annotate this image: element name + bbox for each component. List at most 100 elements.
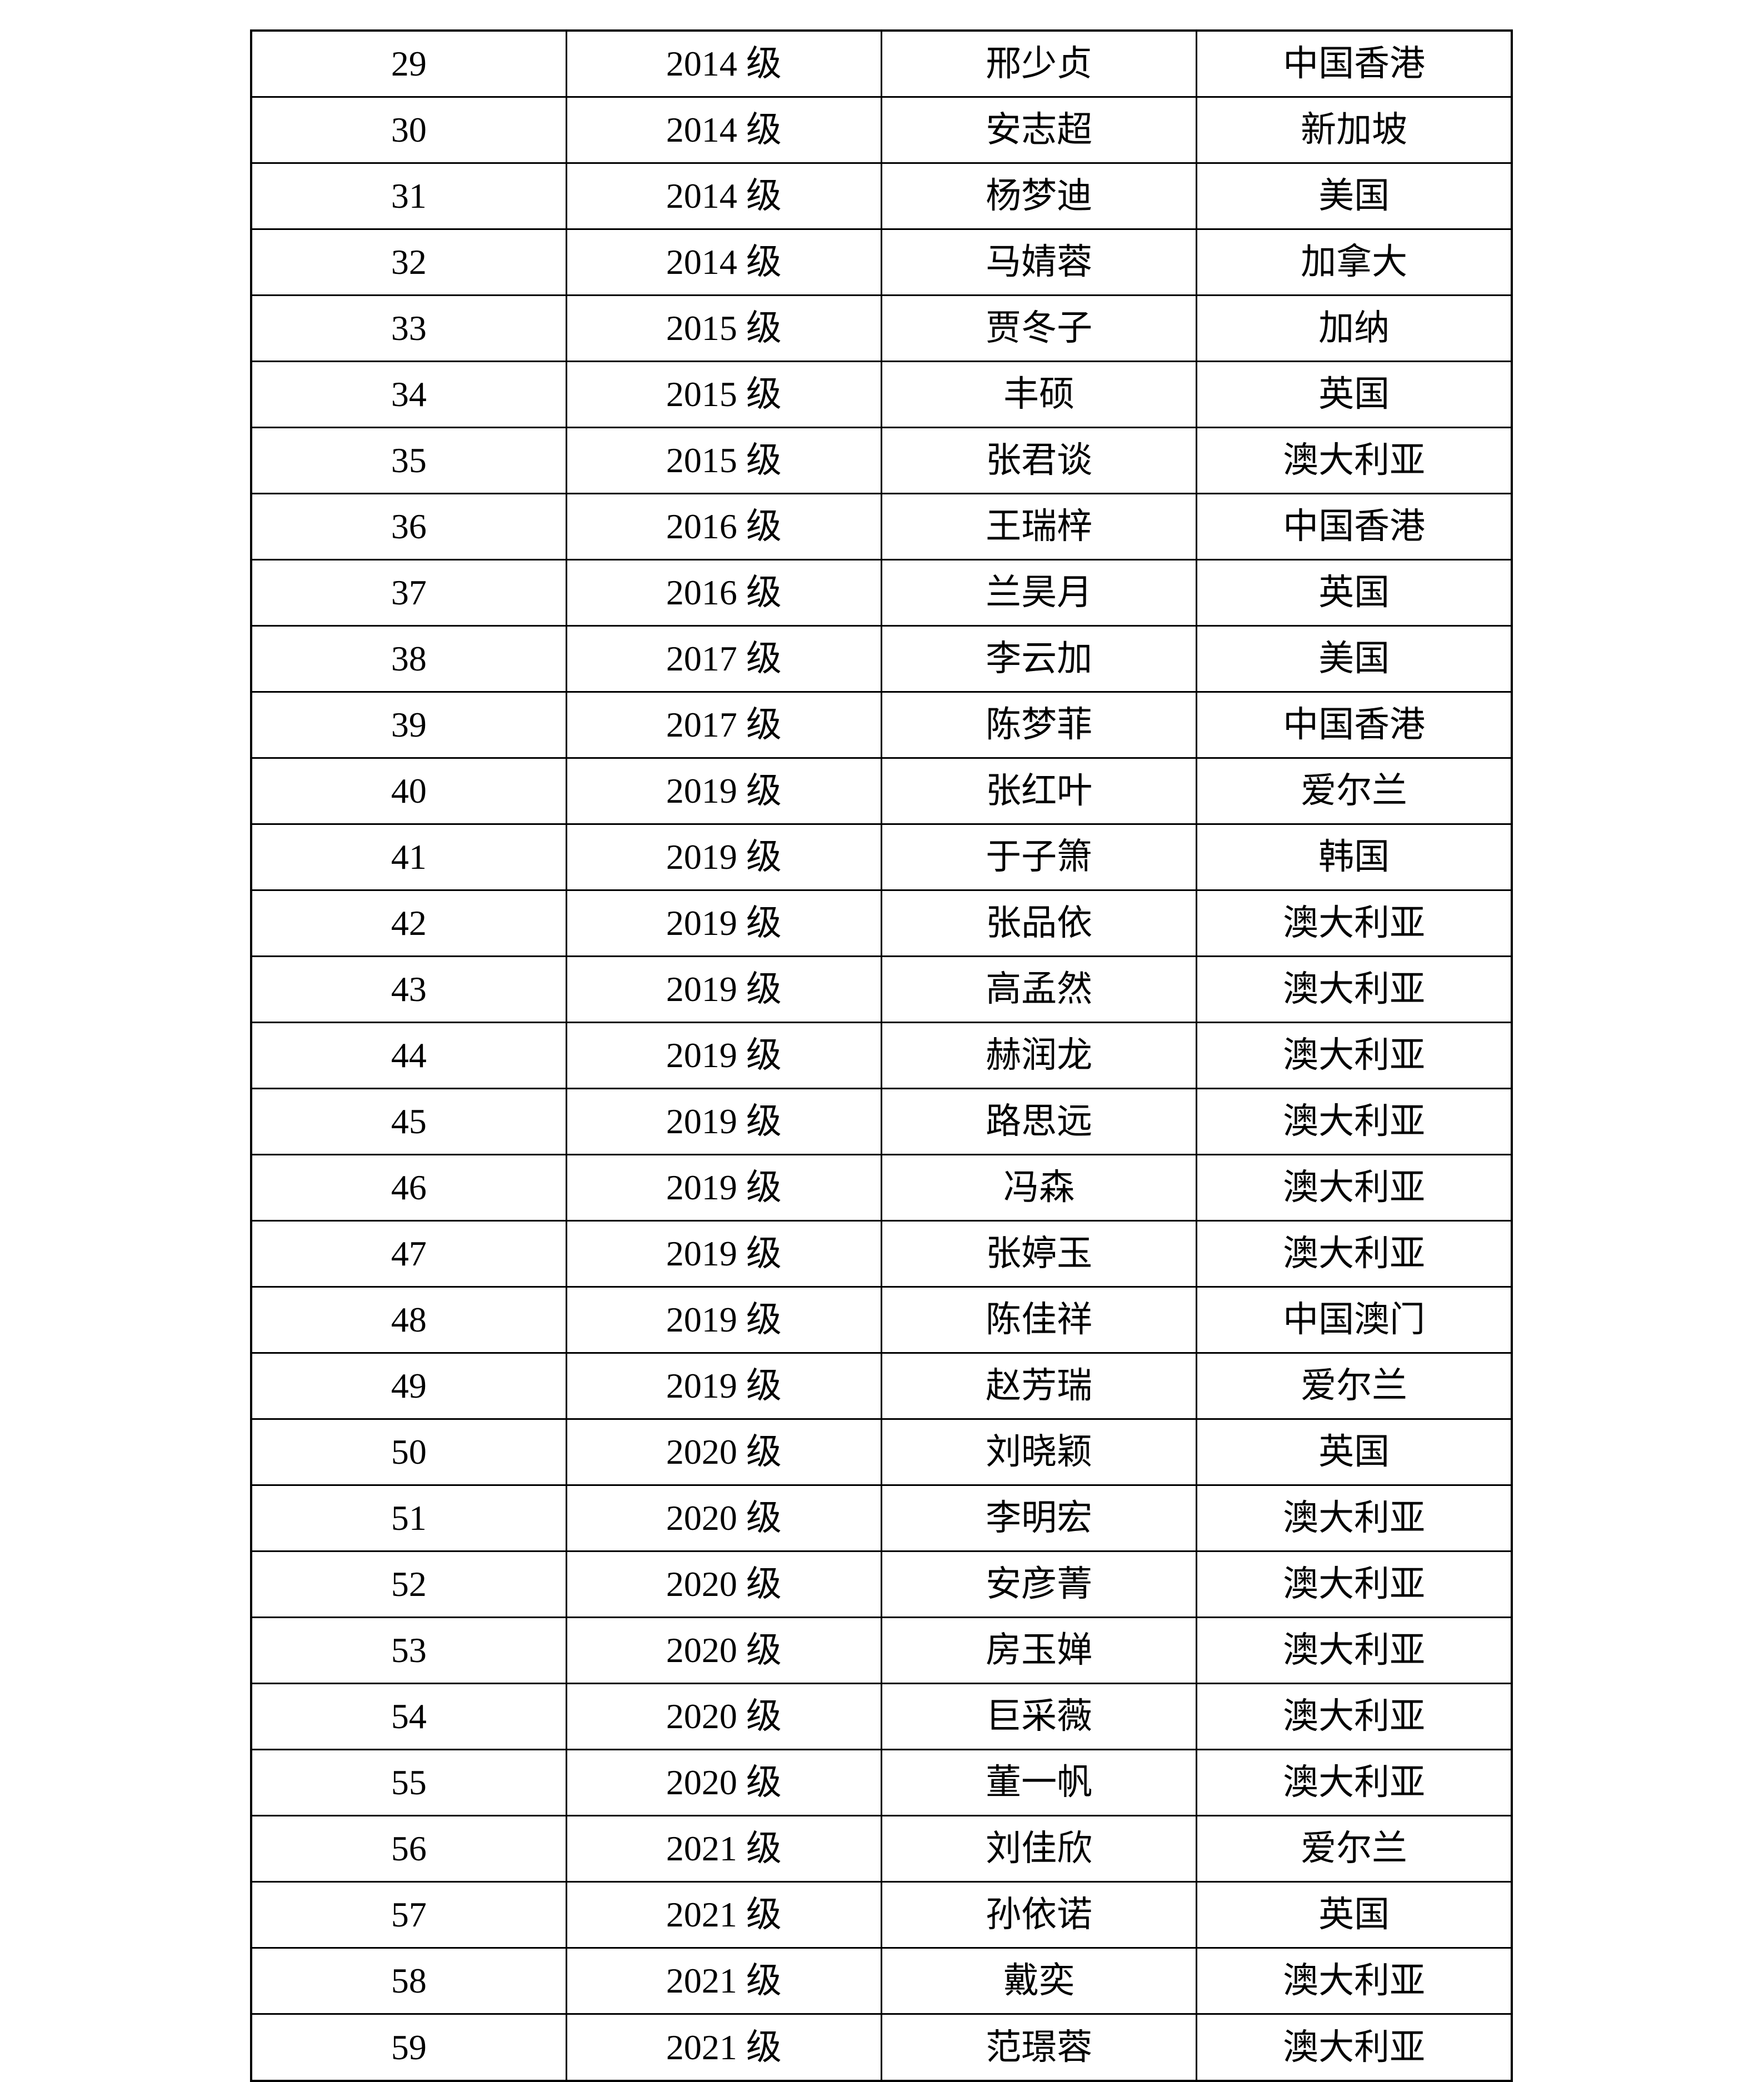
row-number-cell: 42 xyxy=(250,889,567,958)
table-row: 31 2014 级 杨梦迪 美国 xyxy=(250,162,1513,231)
region-cell: 澳大利亚 xyxy=(1196,955,1513,1024)
table-row: 41 2019 级 于子箫 韩国 xyxy=(250,823,1513,892)
name-cell: 陈佳祥 xyxy=(880,1286,1198,1354)
student-roster-table: 29 2014 级 邢少贞 中国香港 30 2014 级 安志超 新加坡 31 … xyxy=(250,29,1513,2082)
name-cell: 房玉婵 xyxy=(880,1616,1198,1685)
grade-cell: 2019 级 xyxy=(565,955,883,1024)
region-cell: 美国 xyxy=(1196,625,1513,693)
name-cell: 丰硕 xyxy=(880,361,1198,429)
row-number-cell: 48 xyxy=(250,1286,567,1354)
region-cell: 英国 xyxy=(1196,559,1513,627)
name-cell: 贾冬子 xyxy=(880,294,1198,363)
region-cell: 澳大利亚 xyxy=(1196,1022,1513,1090)
row-number-cell: 36 xyxy=(250,493,567,561)
table-row: 50 2020 级 刘晓颖 英国 xyxy=(250,1418,1513,1487)
grade-cell: 2020 级 xyxy=(565,1550,883,1619)
table-row: 37 2016 级 兰昊月 英国 xyxy=(250,559,1513,627)
table-row: 53 2020 级 房玉婵 澳大利亚 xyxy=(250,1616,1513,1685)
row-number-cell: 57 xyxy=(250,1881,567,1949)
roster-table-body: 29 2014 级 邢少贞 中国香港 30 2014 级 安志超 新加坡 31 … xyxy=(250,29,1513,2082)
table-row: 44 2019 级 赫润龙 澳大利亚 xyxy=(250,1022,1513,1090)
grade-cell: 2019 级 xyxy=(565,1220,883,1288)
region-cell: 澳大利亚 xyxy=(1196,2013,1513,2082)
row-number-cell: 34 xyxy=(250,361,567,429)
region-cell: 加拿大 xyxy=(1196,228,1513,297)
table-row: 51 2020 级 李明宏 澳大利亚 xyxy=(250,1484,1513,1553)
row-number-cell: 56 xyxy=(250,1815,567,1883)
grade-cell: 2021 级 xyxy=(565,2013,883,2082)
row-number-cell: 47 xyxy=(250,1220,567,1288)
region-cell: 澳大利亚 xyxy=(1196,1749,1513,1817)
table-row: 30 2014 级 安志超 新加坡 xyxy=(250,96,1513,164)
grade-cell: 2020 级 xyxy=(565,1749,883,1817)
region-cell: 澳大利亚 xyxy=(1196,1220,1513,1288)
row-number-cell: 53 xyxy=(250,1616,567,1685)
grade-cell: 2019 级 xyxy=(565,757,883,825)
name-cell: 刘晓颖 xyxy=(880,1418,1198,1487)
name-cell: 李明宏 xyxy=(880,1484,1198,1553)
table-row: 46 2019 级 冯森 澳大利亚 xyxy=(250,1154,1513,1222)
row-number-cell: 59 xyxy=(250,2013,567,2082)
grade-cell: 2014 级 xyxy=(565,162,883,231)
region-cell: 英国 xyxy=(1196,361,1513,429)
table-row: 40 2019 级 张红叶 爱尔兰 xyxy=(250,757,1513,825)
row-number-cell: 45 xyxy=(250,1088,567,1156)
grade-cell: 2020 级 xyxy=(565,1418,883,1487)
grade-cell: 2021 级 xyxy=(565,1815,883,1883)
name-cell: 李云加 xyxy=(880,625,1198,693)
region-cell: 澳大利亚 xyxy=(1196,1088,1513,1156)
region-cell: 中国澳门 xyxy=(1196,1286,1513,1354)
table-row: 36 2016 级 王瑞梓 中国香港 xyxy=(250,493,1513,561)
region-cell: 爱尔兰 xyxy=(1196,1352,1513,1420)
row-number-cell: 38 xyxy=(250,625,567,693)
region-cell: 爱尔兰 xyxy=(1196,1815,1513,1883)
table-row: 29 2014 级 邢少贞 中国香港 xyxy=(250,29,1513,98)
table-row: 42 2019 级 张品依 澳大利亚 xyxy=(250,889,1513,958)
row-number-cell: 51 xyxy=(250,1484,567,1553)
region-cell: 美国 xyxy=(1196,162,1513,231)
name-cell: 张君谈 xyxy=(880,427,1198,495)
grade-cell: 2021 级 xyxy=(565,1947,883,2015)
name-cell: 高孟然 xyxy=(880,955,1198,1024)
table-row: 38 2017 级 李云加 美国 xyxy=(250,625,1513,693)
row-number-cell: 43 xyxy=(250,955,567,1024)
table-row: 48 2019 级 陈佳祥 中国澳门 xyxy=(250,1286,1513,1354)
region-cell: 爱尔兰 xyxy=(1196,757,1513,825)
region-cell: 澳大利亚 xyxy=(1196,1947,1513,2015)
region-cell: 英国 xyxy=(1196,1418,1513,1487)
table-row: 59 2021 级 范璟蓉 澳大利亚 xyxy=(250,2013,1513,2082)
table-row: 49 2019 级 赵芳瑞 爱尔兰 xyxy=(250,1352,1513,1420)
grade-cell: 2021 级 xyxy=(565,1881,883,1949)
grade-cell: 2017 级 xyxy=(565,625,883,693)
table-row: 56 2021 级 刘佳欣 爱尔兰 xyxy=(250,1815,1513,1883)
grade-cell: 2015 级 xyxy=(565,361,883,429)
region-cell: 韩国 xyxy=(1196,823,1513,892)
grade-cell: 2014 级 xyxy=(565,29,883,98)
row-number-cell: 33 xyxy=(250,294,567,363)
name-cell: 安彦菁 xyxy=(880,1550,1198,1619)
grade-cell: 2019 级 xyxy=(565,1352,883,1420)
grade-cell: 2016 级 xyxy=(565,493,883,561)
grade-cell: 2017 级 xyxy=(565,691,883,759)
region-cell: 澳大利亚 xyxy=(1196,1154,1513,1222)
table-row: 45 2019 级 路思远 澳大利亚 xyxy=(250,1088,1513,1156)
table-row: 35 2015 级 张君谈 澳大利亚 xyxy=(250,427,1513,495)
grade-cell: 2019 级 xyxy=(565,1154,883,1222)
name-cell: 孙依诺 xyxy=(880,1881,1198,1949)
row-number-cell: 40 xyxy=(250,757,567,825)
row-number-cell: 55 xyxy=(250,1749,567,1817)
name-cell: 陈梦菲 xyxy=(880,691,1198,759)
row-number-cell: 31 xyxy=(250,162,567,231)
name-cell: 张婷玉 xyxy=(880,1220,1198,1288)
region-cell: 澳大利亚 xyxy=(1196,1484,1513,1553)
name-cell: 兰昊月 xyxy=(880,559,1198,627)
name-cell: 张红叶 xyxy=(880,757,1198,825)
row-number-cell: 58 xyxy=(250,1947,567,2015)
row-number-cell: 44 xyxy=(250,1022,567,1090)
name-cell: 路思远 xyxy=(880,1088,1198,1156)
name-cell: 安志超 xyxy=(880,96,1198,164)
region-cell: 澳大利亚 xyxy=(1196,889,1513,958)
grade-cell: 2019 级 xyxy=(565,889,883,958)
row-number-cell: 39 xyxy=(250,691,567,759)
grade-cell: 2019 级 xyxy=(565,823,883,892)
